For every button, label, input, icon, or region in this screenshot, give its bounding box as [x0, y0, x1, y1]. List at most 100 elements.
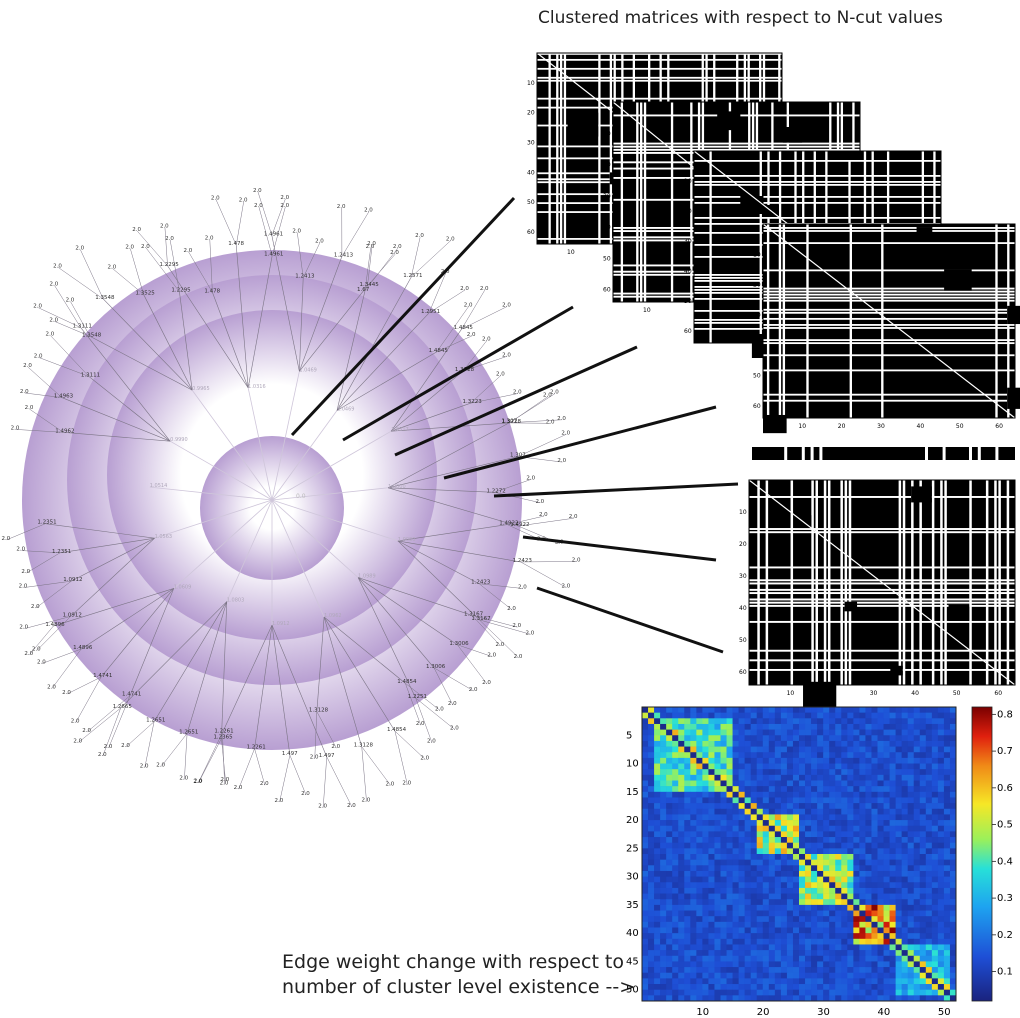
heatmap-cell	[925, 729, 933, 736]
heatmap-cell	[780, 967, 788, 974]
heatmap-cell	[799, 729, 806, 736]
tree-node-label: 1.3167	[471, 616, 491, 622]
heatmap-cell	[901, 707, 908, 713]
heatmap-cell	[931, 882, 939, 889]
heatmap-cell	[913, 870, 921, 877]
heatmap-cell	[684, 752, 691, 759]
heatmap-cell	[895, 707, 902, 713]
matrix-white-band	[778, 224, 782, 418]
heatmap-cell	[744, 893, 751, 900]
heatmap-cell	[684, 763, 691, 770]
heatmap-cell	[768, 938, 776, 945]
heatmap-cell	[720, 984, 727, 990]
tree-edge	[415, 697, 456, 730]
heatmap-cell	[762, 916, 770, 923]
heatmap-cell	[684, 989, 691, 996]
heatmap-cell	[817, 899, 824, 906]
heatmap-cell	[931, 752, 939, 759]
heatmap-cell	[907, 752, 915, 759]
heatmap-cell	[690, 887, 697, 894]
tree-leaf-label: 2.0	[482, 680, 491, 686]
heatmap-cell	[931, 938, 939, 945]
heatmap-cell	[648, 995, 655, 1002]
heatmap-cell	[654, 723, 661, 730]
heatmap-cell	[654, 967, 661, 974]
heatmap-cell	[738, 769, 745, 776]
matrix-y-tick: 30	[739, 573, 747, 580]
heatmap-cell	[732, 955, 739, 962]
heatmap-cell	[702, 723, 709, 730]
heatmap-cell	[642, 989, 649, 996]
heatmap-cell	[949, 865, 957, 872]
heatmap-cell	[889, 735, 896, 742]
heatmap-cell	[835, 995, 842, 1002]
tree-node-label: 1.4961	[264, 231, 283, 237]
heatmap-cell	[919, 916, 927, 923]
heatmap-cell	[672, 831, 679, 838]
heatmap-cell	[805, 820, 812, 827]
matrix-white-band	[690, 102, 693, 302]
heatmap-cell	[907, 955, 915, 962]
heatmap-cell	[841, 820, 848, 827]
heatmap-cell	[805, 791, 812, 798]
heatmap-cell	[913, 916, 921, 923]
matrix-x-tick: 40	[911, 690, 919, 697]
heatmap-cell	[678, 995, 685, 1002]
heatmap-cell	[714, 995, 721, 1002]
tree-node-label: 1.4922	[499, 521, 518, 527]
heatmap-cell	[835, 780, 842, 787]
heatmap-cell	[762, 723, 770, 730]
heatmap-cell	[756, 729, 764, 736]
heatmap-cell	[756, 723, 764, 730]
heatmap-cell	[732, 848, 739, 855]
bottom-caption-line-2: number of cluster level existence -->	[282, 976, 636, 998]
heatmap-cell	[835, 707, 842, 713]
heatmap-cell	[642, 967, 649, 974]
heatmap-cell	[919, 854, 927, 860]
heatmap-cell	[774, 746, 782, 753]
heatmap-cell	[859, 746, 866, 753]
heatmap-cell	[678, 820, 685, 827]
heatmap-cell	[708, 870, 715, 877]
heatmap-cell	[768, 876, 776, 883]
heatmap-cell	[835, 978, 842, 985]
heatmap-cell	[780, 769, 788, 776]
heatmap-cell	[714, 882, 721, 889]
heatmap-cell	[799, 882, 806, 889]
tree-edge	[297, 232, 304, 278]
matrix-white-band	[763, 354, 1015, 357]
heatmap-cell	[835, 791, 842, 798]
tree-leaf-label: 2.0	[301, 791, 310, 797]
heatmap-cell	[696, 938, 703, 945]
heatmap-cell	[823, 989, 830, 996]
heatmap-cell	[726, 854, 733, 860]
heatmap-cell	[792, 887, 800, 894]
heatmap-cell	[829, 944, 836, 951]
heatmap-cell	[937, 921, 945, 928]
tree-leaf-label: 2.0	[16, 547, 25, 553]
heatmap-cell	[937, 893, 945, 900]
heatmap-cell	[847, 769, 854, 776]
heatmap-cell	[805, 950, 812, 957]
heatmap-cell	[768, 837, 776, 843]
heatmap-cell	[708, 752, 715, 759]
heatmap-cell	[660, 848, 667, 855]
heatmap-cell	[919, 837, 927, 843]
heatmap-cell	[817, 837, 824, 843]
tree-edge	[415, 697, 433, 743]
tree-leaf-label: 2.0	[75, 246, 84, 252]
heatmap-cell	[684, 786, 691, 793]
heatmap-cell	[907, 967, 915, 974]
heatmap-cell	[859, 831, 866, 838]
heatmap-cell	[883, 746, 890, 753]
heatmap-cell	[774, 944, 782, 951]
heatmap-cell	[696, 837, 703, 843]
heatmap-cell	[919, 712, 927, 719]
heatmap-cell	[714, 780, 721, 787]
heatmap-cell	[817, 820, 824, 827]
heatmap-cell	[762, 791, 770, 798]
heatmap-cell	[732, 723, 739, 730]
heatmap-cell	[762, 967, 770, 974]
heatmap-cell	[702, 967, 709, 974]
heatmap-cell	[786, 955, 794, 962]
